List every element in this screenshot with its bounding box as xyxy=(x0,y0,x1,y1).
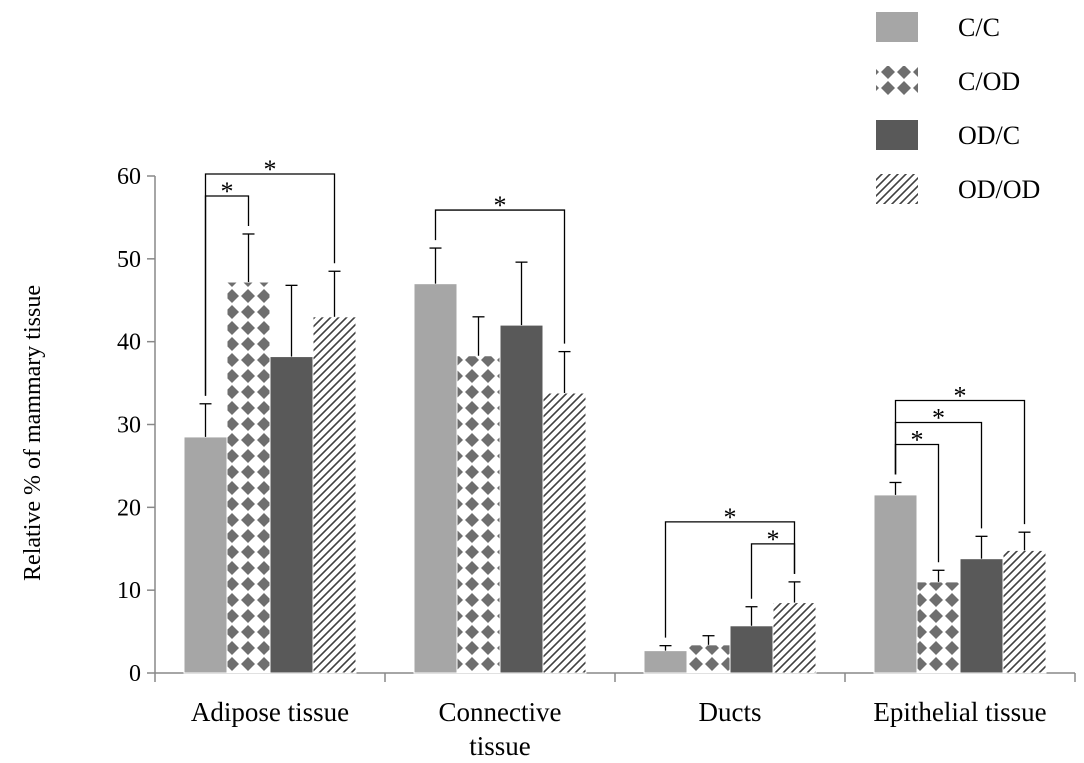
y-tick-label: 30 xyxy=(117,413,141,439)
legend-swatch xyxy=(876,120,918,150)
legend-label: OD/C xyxy=(958,121,1020,150)
x-tick-label: tissue xyxy=(469,731,531,761)
legend-label: C/OD xyxy=(958,67,1020,96)
significance-star: * xyxy=(767,525,780,554)
y-tick-label: 20 xyxy=(117,495,141,521)
legend: C/C C/OD OD/C OD/OD xyxy=(876,12,1040,204)
y-tick-label: 60 xyxy=(117,164,141,190)
significance-star: * xyxy=(264,155,277,184)
y-tick-label: 10 xyxy=(117,578,141,604)
significance-star: * xyxy=(724,503,737,532)
x-tick-label: Epithelial tissue xyxy=(873,697,1046,727)
significance-bracket xyxy=(204,173,336,396)
y-tick-label: 50 xyxy=(117,247,141,273)
significance-star: * xyxy=(494,191,507,220)
bars xyxy=(183,281,1047,674)
significance-star: * xyxy=(954,381,967,410)
significance-star: * xyxy=(911,425,924,454)
x-tick-label: Ducts xyxy=(699,697,762,727)
y-axis-label: Relative % of mammary tissue xyxy=(20,285,46,581)
bar xyxy=(542,392,587,674)
bar xyxy=(686,644,731,674)
bar xyxy=(499,324,544,674)
significance-star: * xyxy=(221,177,234,206)
legend-swatch xyxy=(876,174,918,204)
significance-bracket xyxy=(664,521,796,638)
bar xyxy=(873,494,918,674)
significance-brackets: * * * * * * * * xyxy=(204,155,1026,638)
legend-label: OD/OD xyxy=(958,175,1040,204)
legend-label: C/C xyxy=(958,13,1000,42)
significance-bracket xyxy=(434,209,566,344)
bar xyxy=(183,436,228,674)
bar xyxy=(269,356,314,674)
bar xyxy=(959,558,1004,674)
legend-swatch xyxy=(876,66,918,96)
x-tick-label: Connective xyxy=(439,697,562,727)
bar xyxy=(1002,549,1047,674)
significance-star: * xyxy=(932,403,945,432)
category-labels: Adipose tissue Connective tissue Ducts Epith… xyxy=(191,697,1047,761)
x-tick-label: Adipose tissue xyxy=(191,697,349,727)
bar xyxy=(312,316,357,674)
y-tick-label: 0 xyxy=(129,661,141,687)
bar xyxy=(916,581,961,674)
bar xyxy=(456,355,501,674)
bar xyxy=(413,283,458,674)
bar xyxy=(226,281,271,674)
bar xyxy=(643,650,688,674)
significance-bracket xyxy=(894,399,1026,525)
legend-swatch xyxy=(876,12,918,42)
y-tick-label: 40 xyxy=(117,330,141,356)
bar xyxy=(729,625,774,674)
bar xyxy=(772,602,817,674)
error-bars xyxy=(199,233,1031,651)
